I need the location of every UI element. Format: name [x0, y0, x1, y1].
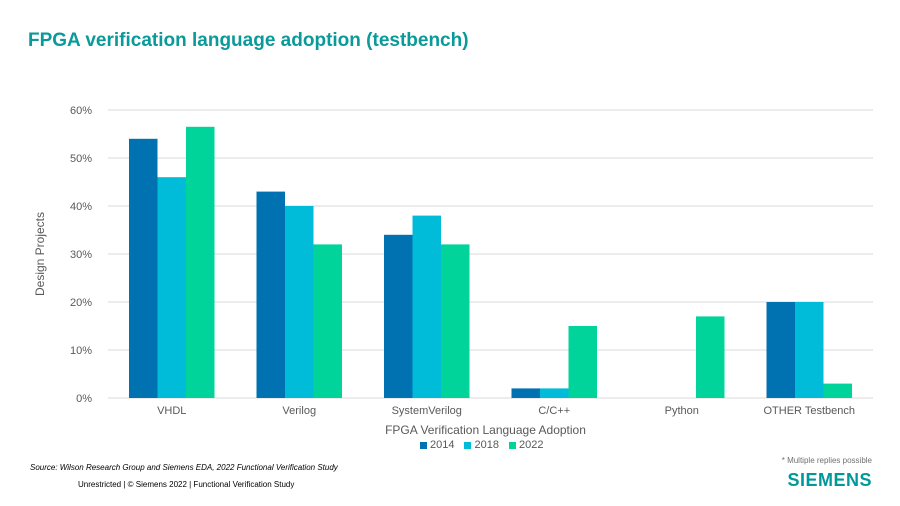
legend-swatch — [464, 441, 472, 449]
y-tick-label: 50% — [70, 153, 92, 165]
siemens-logo: SIEMENS — [787, 470, 872, 490]
legend-item: 2014 — [420, 439, 454, 451]
bar-2022-c-c- — [568, 326, 597, 398]
x-tick-label: OTHER Testbench — [763, 405, 855, 417]
x-tick-label: VHDL — [157, 405, 186, 417]
x-tick-label: Python — [665, 405, 699, 417]
bar-2018-verilog — [285, 206, 314, 398]
bar-2022-other-testbench — [823, 383, 852, 398]
bar-2018-other-testbench — [795, 302, 824, 398]
bar-2014-c-c- — [511, 388, 540, 398]
legend-swatch — [420, 441, 427, 449]
bar-2022-systemverilog — [441, 244, 470, 398]
legend-item: 2018 — [464, 439, 499, 451]
bar-2022-python — [696, 316, 725, 398]
y-tick-label: 0% — [76, 393, 92, 405]
y-axis-ticks: 0% 10% 20% 30% 40% 50% 60% — [70, 105, 92, 405]
legend-label: 2014 — [430, 439, 455, 451]
legend-label: 2018 — [474, 439, 499, 451]
chart-title: FPGA verification language adoption (tes… — [28, 30, 469, 51]
bars — [129, 126, 852, 399]
legend-label: 2022 — [518, 439, 544, 451]
legend-swatch — [508, 441, 516, 449]
x-tick-label: SystemVerilog — [392, 405, 462, 417]
legend-item: 2022 — [508, 439, 544, 451]
x-axis-ticks: VHDL Verilog SystemVerilog C/C++ Python OTHER… — [157, 405, 855, 417]
bar-2014-systemverilog — [384, 234, 413, 398]
chart-legend: 2014 2018 2022 — [420, 439, 543, 451]
bar-2014-verilog — [256, 191, 285, 398]
footer-text: Unrestricted | © Siemens 2022 | Function… — [78, 480, 295, 489]
bar-2022-verilog — [313, 244, 342, 398]
bar-2018-systemverilog — [412, 215, 441, 398]
gridlines — [108, 109, 873, 399]
x-tick-label: Verilog — [282, 405, 316, 417]
bar-2022-vhdl — [186, 126, 215, 399]
x-axis-title: FPGA Verification Language Adoption — [385, 423, 586, 437]
bar-2018-vhdl — [157, 177, 186, 398]
x-tick-label: C/C++ — [538, 405, 570, 417]
bar-2014-vhdl — [129, 138, 158, 399]
y-tick-label: 40% — [70, 201, 92, 213]
source-text: Source: Wilson Research Group and Siemen… — [30, 463, 338, 472]
y-tick-label: 60% — [70, 105, 92, 117]
y-axis-title: Design Projects — [33, 212, 47, 296]
y-tick-label: 30% — [70, 249, 92, 261]
footnote: * Multiple replies possible — [781, 456, 872, 465]
bar-2018-c-c- — [540, 388, 569, 398]
y-tick-label: 20% — [70, 297, 92, 309]
bar-2014-other-testbench — [766, 302, 795, 398]
y-tick-label: 10% — [70, 345, 92, 357]
